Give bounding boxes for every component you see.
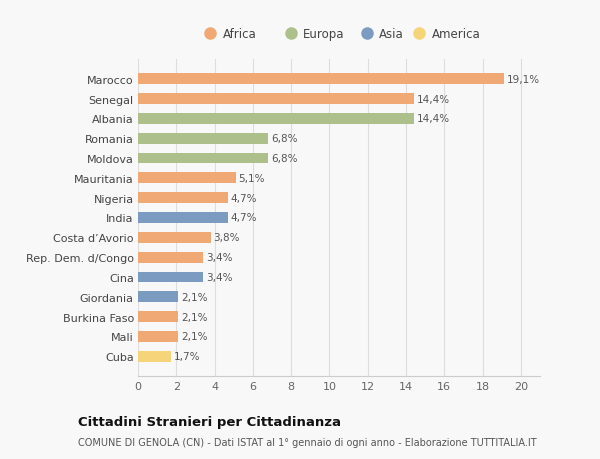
- Text: 3,8%: 3,8%: [214, 233, 240, 243]
- Text: 4,7%: 4,7%: [231, 213, 257, 223]
- Text: Asia: Asia: [379, 28, 404, 41]
- Text: 3,4%: 3,4%: [206, 272, 232, 282]
- Text: Africa: Africa: [223, 28, 256, 41]
- Text: 2,1%: 2,1%: [181, 292, 208, 302]
- Bar: [138, 153, 268, 164]
- Text: 6,8%: 6,8%: [271, 134, 298, 144]
- Text: 3,4%: 3,4%: [206, 252, 232, 263]
- Bar: [138, 134, 268, 144]
- Bar: [138, 292, 178, 302]
- Text: 2,1%: 2,1%: [181, 332, 208, 342]
- Bar: [138, 312, 178, 322]
- Bar: [138, 252, 203, 263]
- Bar: [138, 94, 413, 105]
- Text: 2,1%: 2,1%: [181, 312, 208, 322]
- Text: 6,8%: 6,8%: [271, 154, 298, 164]
- Bar: [138, 173, 236, 184]
- Text: 14,4%: 14,4%: [416, 94, 449, 104]
- Bar: [138, 114, 413, 124]
- Text: Cittadini Stranieri per Cittadinanza: Cittadini Stranieri per Cittadinanza: [78, 415, 341, 428]
- Text: 5,1%: 5,1%: [239, 174, 265, 184]
- Text: 1,7%: 1,7%: [173, 352, 200, 362]
- Bar: [138, 232, 211, 243]
- Bar: [138, 213, 228, 224]
- Bar: [138, 331, 178, 342]
- Bar: [138, 351, 170, 362]
- Text: 14,4%: 14,4%: [416, 114, 449, 124]
- Bar: [138, 193, 228, 204]
- Bar: [138, 74, 503, 85]
- Text: America: America: [431, 28, 480, 41]
- Text: 4,7%: 4,7%: [231, 193, 257, 203]
- Bar: [138, 272, 203, 283]
- Text: 19,1%: 19,1%: [506, 74, 539, 84]
- Text: Europa: Europa: [303, 28, 344, 41]
- Text: COMUNE DI GENOLA (CN) - Dati ISTAT al 1° gennaio di ogni anno - Elaborazione TUT: COMUNE DI GENOLA (CN) - Dati ISTAT al 1°…: [78, 437, 536, 447]
